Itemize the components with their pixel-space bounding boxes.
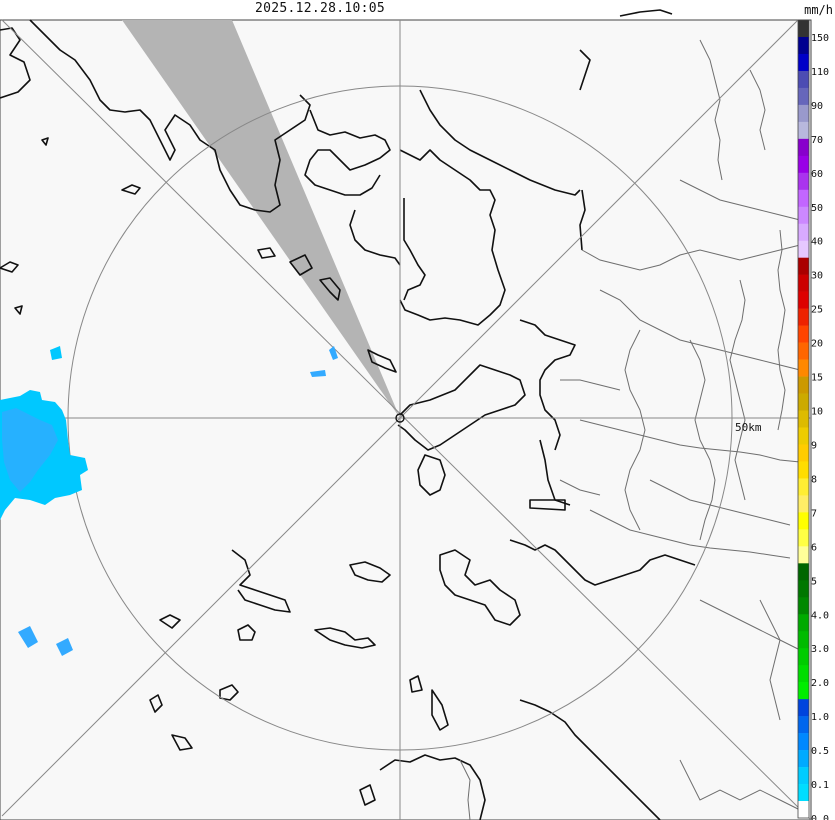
legend-color-bin [798, 138, 809, 157]
echo-cell-3 [50, 346, 62, 360]
legend-color-bin [798, 20, 809, 38]
legend-color-bin [798, 155, 809, 174]
legend-color-bin [798, 750, 809, 768]
legend-tick-label: 2.0 [811, 678, 829, 689]
legend-tick-label: 7 [811, 508, 817, 519]
legend-color-bin [798, 427, 809, 445]
legend-color-bin [798, 444, 809, 462]
grid-line-nw-se [1, 19, 812, 820]
legend-color-bin [798, 614, 809, 632]
legend-color-bin [798, 801, 809, 819]
legend-color-bin [798, 716, 809, 734]
legend-color-bin [798, 291, 809, 309]
legend-color-bin [798, 631, 809, 649]
legend-unit-label: mm/h [804, 3, 833, 17]
legend-tick-label: 60 [811, 169, 823, 180]
precipitation-echoes [0, 346, 338, 656]
legend-color-bin [798, 53, 809, 72]
legend-tick-label: 40 [811, 237, 823, 248]
legend-tick-label: 6 [811, 542, 817, 553]
legend-color-bin [798, 325, 809, 343]
legend-tick-label: 4.0 [811, 610, 829, 621]
legend-color-bin [798, 359, 809, 377]
legend-color-bin [798, 597, 809, 615]
legend-color-bin [798, 529, 809, 547]
legend-color-bin [798, 342, 809, 360]
legend-tick-label: 25 [811, 305, 823, 316]
legend-color-bin [798, 512, 809, 530]
legend-color-bin [798, 410, 809, 428]
legend-color-bin [798, 767, 809, 785]
legend-color-bin [798, 546, 809, 564]
legend-color-bin [798, 172, 809, 191]
beam-blockage-sector [122, 20, 400, 418]
legend-color-bin [798, 206, 809, 225]
legend-tick-label: 8 [811, 474, 817, 485]
legend-tick-label: 10 [811, 407, 823, 418]
legend-tick-label: 50 [811, 203, 823, 214]
legend-color-bin [798, 104, 809, 123]
range-grid [0, 19, 812, 820]
legend-color-bin [798, 257, 809, 275]
echo-cell-2 [56, 638, 73, 656]
legend-tick-label: 1.0 [811, 712, 829, 723]
legend-tick-label: 110 [811, 67, 829, 78]
legend-color-bin [798, 70, 809, 89]
legend-color-bin [798, 308, 809, 326]
legend-tick-label: 70 [811, 135, 823, 146]
legend-color-bin [798, 87, 809, 106]
legend-color-bin [798, 682, 809, 700]
legend-color-bin [798, 478, 809, 496]
echo-cell-5 [310, 370, 326, 377]
legend-color-bin [798, 240, 809, 258]
legend-tick-label: 90 [811, 101, 823, 112]
legend-color-bin [798, 495, 809, 513]
range-ring-label: 50km [735, 421, 762, 434]
legend-tick-label: 150 [811, 33, 829, 44]
echo-cluster-west-core [2, 408, 58, 492]
legend-color-bin [798, 461, 809, 479]
legend-color-bin [798, 699, 809, 717]
echo-cell-4 [329, 346, 338, 360]
legend-tick-label: 0.0 [811, 814, 829, 820]
legend-color-bin [798, 393, 809, 411]
legend-tick-label: 3.0 [811, 644, 829, 655]
legend-color-bin [798, 665, 809, 683]
echo-cell-1 [18, 626, 38, 648]
legend-frame [797, 19, 810, 819]
administrative-borders [459, 39, 801, 820]
legend-color-bin [798, 733, 809, 751]
legend-tick-label: 5 [811, 576, 817, 587]
legend-color-bin [798, 376, 809, 394]
grid-line-sw-ne [1, 19, 799, 817]
legend-color-bin [798, 580, 809, 598]
legend-color-bin [798, 563, 809, 581]
legend-color-bin [798, 274, 809, 292]
legend-color-bin [798, 648, 809, 666]
legend-color-bin [798, 223, 809, 242]
legend-tick-label: 30 [811, 271, 823, 282]
legend-tick-label: 0.1 [811, 780, 829, 791]
legend-color-bin [798, 121, 809, 140]
legend-tick-label: 0.5 [811, 746, 829, 757]
legend-tick-label: 9 [811, 440, 817, 451]
radar-site-marker [395, 413, 405, 423]
legend-tick-label: 15 [811, 373, 823, 384]
legend-tick-label: 20 [811, 339, 823, 350]
legend-color-bin [798, 36, 809, 55]
legend-color-bin [798, 189, 809, 208]
legend-color-bin [798, 784, 809, 802]
radar-timestamp: 2025.12.28.10:05 [254, 1, 386, 16]
